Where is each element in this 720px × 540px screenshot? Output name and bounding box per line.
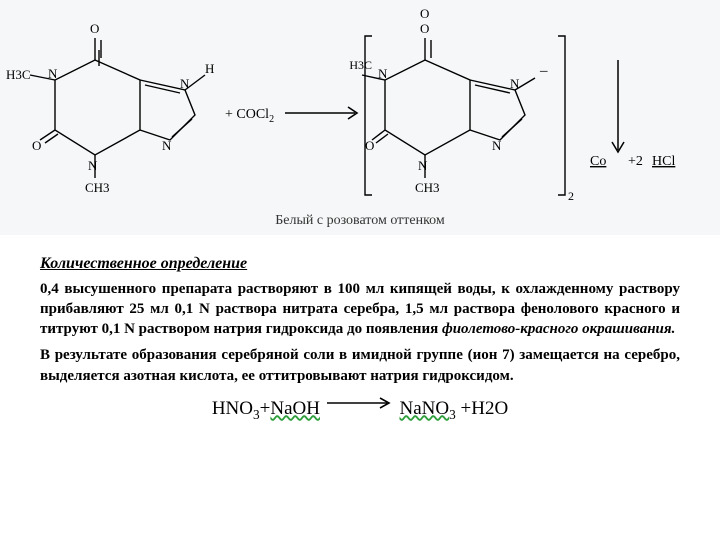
text-block: Количественное определение 0,4 высушенно… xyxy=(0,235,720,434)
rm-n9: N xyxy=(492,138,502,153)
lm-bot-o: O xyxy=(32,138,41,153)
rm-ch3: CH3 xyxy=(415,180,440,195)
diagram-caption: Белый с розоватом оттенком xyxy=(0,213,720,229)
rm-minus: – xyxy=(539,63,548,79)
lm-n9: N xyxy=(162,138,172,153)
rm-h3c: H3C xyxy=(349,58,372,72)
eq-rhs-b: H2O xyxy=(471,398,508,419)
eq-plus2: + xyxy=(456,398,471,419)
lm-ch3: CH3 xyxy=(85,180,110,195)
eq-lhs-a: HNO xyxy=(212,398,253,419)
rm-top-o: O xyxy=(420,21,429,36)
lm-n7: N xyxy=(180,76,190,91)
equation: HNO3+NaOH NaNO3 +H2O xyxy=(40,396,680,424)
metal-label: Co xyxy=(590,154,606,169)
rm-bot-o: O xyxy=(365,138,374,153)
reaction-diagram: O O N H3C N CH3 N H N + COCl2 xyxy=(0,0,720,235)
paragraph-2: В результате образования серебряной соли… xyxy=(40,345,680,386)
coeff-label: +2 xyxy=(628,154,643,169)
reaction-arrow xyxy=(285,107,357,119)
lm-h3c: H3C xyxy=(6,67,31,82)
eq-rhs-a: NaNO xyxy=(399,398,449,419)
rm-top-o2: O xyxy=(420,6,429,21)
lm-n3: N xyxy=(88,158,98,173)
eq-rhs-a-sub: 3 xyxy=(449,407,456,422)
eq-lhs-b: NaOH xyxy=(270,398,320,419)
eq-arrow xyxy=(325,393,395,419)
paragraph-1: 0,4 высушенного препарата растворяют в 1… xyxy=(40,279,680,340)
acid-label: HCl xyxy=(652,154,675,169)
bracket-sub: 2 xyxy=(568,189,574,203)
rm-n3: N xyxy=(418,158,428,173)
down-arrow xyxy=(612,60,624,152)
eq-lhs-a-sub: 3 xyxy=(253,407,260,422)
para1-part-b: фиолетово-красного окрашивания. xyxy=(442,321,675,337)
lm-top-o: O xyxy=(90,21,99,36)
rm-n1: N xyxy=(378,66,388,81)
reaction-svg: O O N H3C N CH3 N H N + COCl2 xyxy=(0,0,720,225)
lm-n1: N xyxy=(48,66,58,81)
eq-plus1: + xyxy=(260,398,271,419)
section-heading: Количественное определение xyxy=(40,253,680,275)
lm-nh: H xyxy=(205,61,214,76)
rm-n7: N xyxy=(510,76,520,91)
reagent-text: + COCl2 xyxy=(225,107,274,125)
